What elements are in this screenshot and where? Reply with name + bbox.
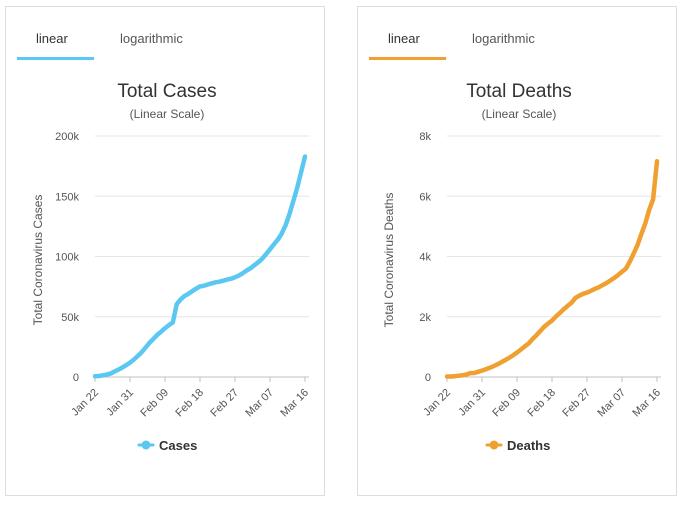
y-tick-label: 8k bbox=[419, 131, 431, 143]
x-tick-label: Feb 27 bbox=[208, 387, 241, 420]
x-tick-label: Mar 16 bbox=[278, 387, 311, 420]
legend-marker bbox=[141, 440, 151, 450]
y-tick-label: 150k bbox=[55, 191, 79, 203]
x-tick-label: Feb 09 bbox=[138, 387, 171, 420]
y-axis-ticks: 0 50k 100k 150k 200k bbox=[55, 131, 79, 384]
x-tick-label: Feb 18 bbox=[525, 387, 558, 420]
y-tick-label: 100k bbox=[55, 252, 79, 264]
x-tick-label: Feb 09 bbox=[490, 387, 523, 420]
series-line-deaths[interactable] bbox=[444, 159, 660, 379]
cases-chart-panel: linear logarithmic Total Cases (Linear S… bbox=[5, 6, 325, 496]
x-axis-ticks: Jan 22 Jan 31 Feb 09 Feb 18 Feb 27 Mar 07 Mar … bbox=[421, 377, 663, 419]
series-layer bbox=[444, 159, 660, 379]
series-line-cases[interactable] bbox=[92, 154, 308, 379]
tab-logarithmic[interactable]: logarithmic bbox=[120, 31, 183, 46]
legend[interactable]: Cases bbox=[137, 438, 197, 453]
x-axis-ticks: Jan 22 Jan 31 Feb 09 Feb 18 Feb 27 Mar 07 Mar … bbox=[69, 377, 311, 419]
y-tick-label: 4k bbox=[419, 252, 431, 264]
x-tick-label: Feb 18 bbox=[173, 387, 206, 420]
y-tick-label: 200k bbox=[55, 131, 79, 143]
y-axis-title: Total Coronavirus Deaths bbox=[382, 193, 396, 328]
legend[interactable]: Deaths bbox=[485, 438, 550, 453]
x-tick-label: Mar 07 bbox=[595, 387, 628, 420]
tab-linear[interactable]: linear bbox=[388, 31, 420, 46]
scale-tabs: linear logarithmic bbox=[6, 7, 324, 63]
x-tick-label: Mar 07 bbox=[243, 387, 276, 420]
deaths-line-chart: Total Deaths (Linear Scale) Total Corona… bbox=[382, 81, 663, 453]
y-axis-ticks: 0 2k 4k 6k 8k bbox=[419, 131, 431, 384]
x-tick-label: Mar 16 bbox=[630, 387, 663, 420]
legend-label[interactable]: Cases bbox=[159, 438, 197, 453]
y-tick-label: 50k bbox=[61, 312, 79, 324]
active-tab-indicator bbox=[17, 57, 94, 60]
y-tick-label: 2k bbox=[419, 312, 431, 324]
deaths-chart-panel: linear logarithmic Total Deaths (Linear … bbox=[357, 6, 677, 496]
cases-line-chart: Total Cases (Linear Scale) Total Coronav… bbox=[31, 81, 311, 453]
x-tick-label: Feb 27 bbox=[560, 387, 593, 420]
x-tick-label: Jan 31 bbox=[104, 387, 136, 419]
x-tick-label: Jan 31 bbox=[456, 387, 488, 419]
chart-title: Total Deaths bbox=[466, 81, 572, 102]
gridlines bbox=[95, 135, 309, 378]
chart-subtitle: (Linear Scale) bbox=[482, 107, 557, 121]
chart-title: Total Cases bbox=[117, 81, 216, 102]
tab-linear[interactable]: linear bbox=[36, 31, 68, 46]
chart-subtitle: (Linear Scale) bbox=[130, 107, 205, 121]
y-tick-label: 0 bbox=[425, 372, 431, 384]
x-tick-label: Jan 22 bbox=[69, 387, 101, 419]
y-tick-label: 6k bbox=[419, 191, 431, 203]
gridlines bbox=[447, 135, 661, 378]
y-axis-title: Total Coronavirus Cases bbox=[31, 195, 45, 326]
scale-tabs: linear logarithmic bbox=[358, 7, 676, 63]
legend-label[interactable]: Deaths bbox=[507, 438, 550, 453]
active-tab-indicator bbox=[369, 57, 446, 60]
legend-marker bbox=[489, 440, 499, 450]
tab-logarithmic[interactable]: logarithmic bbox=[472, 31, 535, 46]
series-layer bbox=[92, 154, 308, 379]
y-tick-label: 0 bbox=[73, 372, 79, 384]
x-tick-label: Jan 22 bbox=[421, 387, 453, 419]
